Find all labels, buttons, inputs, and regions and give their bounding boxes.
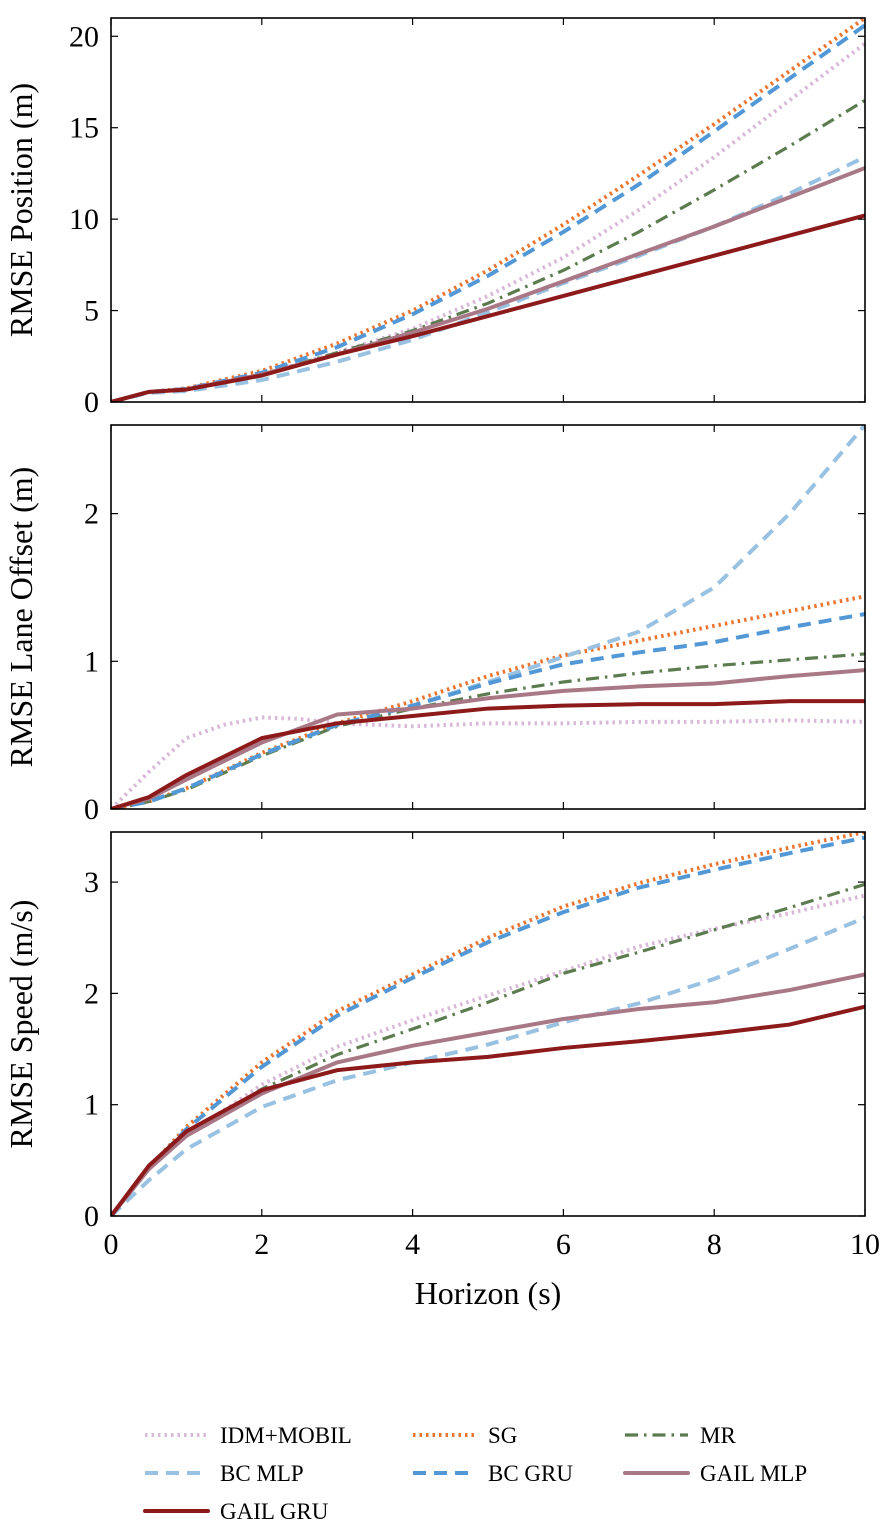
panel-rmse-lane-offset-m: 0 1 2 RMSE Lane Offset (m) (3, 424, 866, 826)
y-tick-label: 5 (84, 295, 99, 328)
x-tick-label: 4 (405, 1228, 420, 1261)
plot-frame (110, 424, 866, 810)
legend-item-bc-gru: BC GRU (413, 1461, 573, 1486)
series-group (111, 425, 865, 809)
plot-frame (110, 831, 866, 1217)
series-group (111, 832, 865, 1216)
series-line-mr (111, 98, 865, 402)
y-tick-label: 1 (84, 645, 99, 678)
legend-item-mr: MR (625, 1423, 736, 1448)
x-tick-label: 0 (104, 1228, 119, 1261)
series-line-gail-gru (111, 1004, 865, 1216)
series-line-gail-mlp (111, 165, 865, 402)
series-line-sg (111, 18, 865, 402)
x-tick-label: 10 (850, 1228, 880, 1261)
series-line-mr (111, 882, 865, 1216)
series-line-bc-mlp (111, 915, 865, 1216)
legend-item-idm-mobil: IDM+MOBIL (145, 1423, 352, 1448)
series-line-bc-gru (111, 612, 865, 809)
y-tick-label: 3 (84, 866, 99, 899)
y-tick-label: 2 (84, 498, 99, 531)
y-tick-label: 0 (84, 793, 99, 826)
series-line-sg (111, 832, 865, 1216)
y-axis-title: RMSE Position (m) (3, 83, 39, 337)
x-axis-title: Horizon (s) (415, 1275, 562, 1311)
y-tick-label: 2 (84, 977, 99, 1010)
series-group (111, 18, 865, 402)
series-line-bc-mlp (111, 155, 865, 402)
series-line-gail-gru (111, 213, 865, 402)
y-tick-label: 10 (69, 203, 99, 236)
panel-rmse-position-m: 0 5 10 15 20 RMSE Position (m) (3, 17, 866, 419)
legend-label: IDM+MOBIL (220, 1423, 352, 1448)
legend-label: SG (488, 1423, 517, 1448)
legend-label: BC GRU (488, 1461, 573, 1486)
y-axis-title: RMSE Speed (m/s) (3, 900, 39, 1149)
y-tick-label: 1 (84, 1089, 99, 1122)
x-tick-label: 2 (254, 1228, 269, 1261)
legend-label: GAIL MLP (700, 1461, 807, 1486)
y-tick-label: 0 (84, 386, 99, 419)
series-line-bc-gru (111, 835, 865, 1216)
series-line-idm-mobil (111, 42, 865, 402)
legend-label: BC MLP (220, 1461, 304, 1486)
y-tick-label: 20 (69, 20, 99, 53)
series-line-mr (111, 652, 865, 809)
series-line-gail-mlp (111, 668, 865, 809)
x-tick-label: 8 (707, 1228, 722, 1261)
plot-frame (110, 17, 866, 403)
series-line-gail-gru (111, 699, 865, 809)
y-tick-label: 0 (84, 1200, 99, 1233)
legend-label: MR (700, 1423, 736, 1448)
legend: IDM+MOBIL SG MR BC MLP BC GRU GAIL MLP GAIL GR… (143, 1423, 807, 1524)
legend-item-gail-gru: GAIL GRU (143, 1499, 329, 1524)
series-line-gail-mlp (111, 972, 865, 1216)
panel-rmse-speed-m-s: 0 2 4 6 8 10 0 1 2 3 RMSE Speed (m/s) Horizon (s) (3, 831, 880, 1311)
x-tick-label: 6 (556, 1228, 571, 1261)
y-tick-label: 15 (69, 112, 99, 145)
legend-item-bc-mlp: BC MLP (145, 1461, 304, 1486)
legend-item-sg: SG (413, 1423, 517, 1448)
legend-label: GAIL GRU (220, 1499, 329, 1524)
legend-item-gail-mlp: GAIL MLP (623, 1461, 807, 1486)
y-axis-title: RMSE Lane Offset (m) (3, 467, 39, 768)
